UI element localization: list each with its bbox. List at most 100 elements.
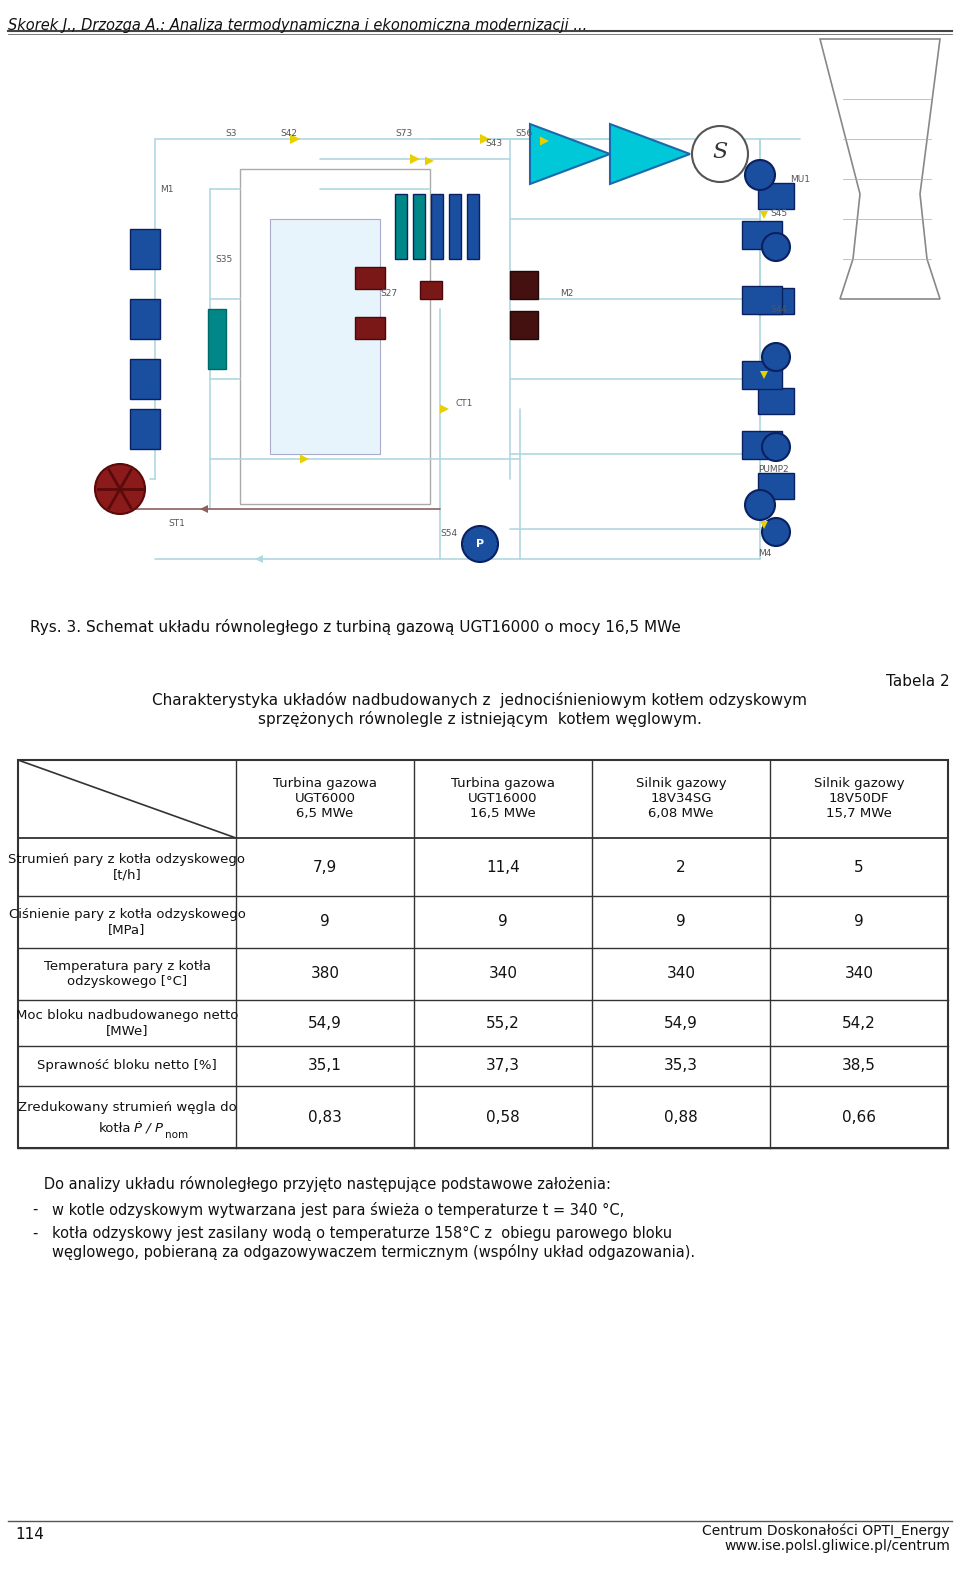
Text: 0,66: 0,66 bbox=[842, 1109, 876, 1125]
Text: S27: S27 bbox=[380, 290, 397, 298]
Text: -: - bbox=[32, 1225, 37, 1241]
Bar bbox=[510, 271, 538, 300]
Bar bbox=[742, 361, 782, 389]
Circle shape bbox=[745, 160, 775, 190]
Circle shape bbox=[745, 490, 775, 519]
Bar bbox=[355, 267, 385, 289]
Text: S45: S45 bbox=[770, 210, 787, 218]
Text: Do analizy układu równoległego przyjęto następujące podstawowe założenia:: Do analizy układu równoległego przyjęto … bbox=[30, 1177, 611, 1192]
Text: 35,3: 35,3 bbox=[664, 1059, 698, 1073]
Text: PUMP2: PUMP2 bbox=[758, 464, 788, 474]
Polygon shape bbox=[760, 210, 768, 220]
Text: Tabela 2: Tabela 2 bbox=[886, 675, 950, 689]
Text: 2: 2 bbox=[676, 860, 685, 874]
Text: 9: 9 bbox=[676, 915, 685, 929]
Bar bbox=[510, 311, 538, 339]
Bar bbox=[130, 410, 160, 449]
Text: 9: 9 bbox=[854, 915, 864, 929]
Text: S54: S54 bbox=[440, 529, 457, 538]
Text: Moc bloku nadbudowanego netto
[MWe]: Moc bloku nadbudowanego netto [MWe] bbox=[15, 1009, 238, 1037]
Text: S42: S42 bbox=[280, 129, 297, 138]
Text: 55,2: 55,2 bbox=[486, 1015, 520, 1031]
Text: P: P bbox=[476, 540, 484, 549]
Text: 380: 380 bbox=[310, 967, 340, 982]
Text: S: S bbox=[712, 141, 728, 163]
Text: 0,88: 0,88 bbox=[664, 1109, 698, 1125]
Text: kotła: kotła bbox=[99, 1122, 132, 1136]
Text: 35,1: 35,1 bbox=[308, 1059, 342, 1073]
Text: Silnik gazowy
18V34SG
6,08 MWe: Silnik gazowy 18V34SG 6,08 MWe bbox=[636, 778, 727, 821]
Bar bbox=[270, 220, 380, 453]
Circle shape bbox=[762, 344, 790, 370]
Polygon shape bbox=[290, 135, 299, 143]
Text: 5: 5 bbox=[854, 860, 864, 874]
Polygon shape bbox=[760, 370, 768, 380]
Text: Rys. 3. Schemat układu równoległego z turbiną gazową UGT16000 o mocy 16,5 MWe: Rys. 3. Schemat układu równoległego z tu… bbox=[30, 620, 681, 635]
Bar bbox=[742, 221, 782, 249]
Circle shape bbox=[762, 433, 790, 461]
Text: M1: M1 bbox=[160, 185, 174, 193]
Circle shape bbox=[692, 126, 748, 182]
Text: MU1: MU1 bbox=[790, 174, 810, 184]
Text: Skorek J., Drzozga A.: Analiza termodynamiczna i ekonomiczna modernizacji ...: Skorek J., Drzozga A.: Analiza termodyna… bbox=[8, 17, 588, 33]
Text: Charakterystyka układów nadbudowanych z  jednociśnieniowym kotłem odzyskowym
spr: Charakterystyka układów nadbudowanych z … bbox=[153, 692, 807, 726]
Circle shape bbox=[462, 526, 498, 562]
Bar bbox=[208, 309, 226, 369]
Polygon shape bbox=[540, 137, 549, 146]
Polygon shape bbox=[425, 157, 434, 165]
Bar bbox=[130, 359, 160, 399]
Text: Ṗ / P: Ṗ / P bbox=[134, 1122, 163, 1136]
Bar bbox=[240, 169, 430, 504]
Polygon shape bbox=[610, 124, 690, 184]
Text: M2: M2 bbox=[560, 290, 573, 298]
Text: 54,2: 54,2 bbox=[842, 1015, 876, 1031]
Circle shape bbox=[762, 234, 790, 260]
Text: w kotle odzyskowym wytwarzana jest para świeża o temperaturze t = 340 °C,: w kotle odzyskowym wytwarzana jest para … bbox=[52, 1202, 624, 1218]
Text: 114: 114 bbox=[15, 1527, 44, 1542]
Polygon shape bbox=[820, 39, 940, 300]
Text: Turbina gazowa
UGT16000
16,5 MWe: Turbina gazowa UGT16000 16,5 MWe bbox=[451, 778, 555, 821]
Bar bbox=[758, 472, 794, 499]
Circle shape bbox=[762, 518, 790, 546]
Polygon shape bbox=[300, 455, 309, 463]
Text: 54,9: 54,9 bbox=[308, 1015, 342, 1031]
Text: 38,5: 38,5 bbox=[842, 1059, 876, 1073]
Text: S44: S44 bbox=[770, 304, 787, 314]
Bar bbox=[742, 286, 782, 314]
Text: Strumień pary z kotła odzyskowego
[t/h]: Strumień pary z kotła odzyskowego [t/h] bbox=[9, 854, 246, 882]
Text: Centrum Doskonałości OPTI_Energy: Centrum Doskonałości OPTI_Energy bbox=[703, 1523, 950, 1538]
Text: 0,58: 0,58 bbox=[486, 1109, 520, 1125]
Text: M4: M4 bbox=[758, 549, 772, 559]
Bar bbox=[395, 195, 407, 259]
Polygon shape bbox=[760, 521, 768, 529]
Text: 0,83: 0,83 bbox=[308, 1109, 342, 1125]
Bar bbox=[413, 195, 425, 259]
Text: www.ise.polsl.gliwice.pl/centrum: www.ise.polsl.gliwice.pl/centrum bbox=[724, 1539, 950, 1553]
Text: S3: S3 bbox=[225, 129, 236, 138]
Bar bbox=[758, 289, 794, 314]
Polygon shape bbox=[255, 555, 263, 563]
Bar bbox=[431, 195, 443, 259]
Bar bbox=[467, 195, 479, 259]
Text: Zredukowany strumień węgla do: Zredukowany strumień węgla do bbox=[17, 1100, 236, 1114]
Bar bbox=[355, 317, 385, 339]
Text: Silnik gazowy
18V50DF
15,7 MWe: Silnik gazowy 18V50DF 15,7 MWe bbox=[814, 778, 904, 821]
Text: kotła odzyskowy jest zasilany wodą o temperaturze 158°C z  obiegu parowego bloku: kotła odzyskowy jest zasilany wodą o tem… bbox=[52, 1225, 695, 1260]
Text: Sprawność bloku netto [%]: Sprawność bloku netto [%] bbox=[37, 1059, 217, 1073]
Bar bbox=[130, 229, 160, 268]
Polygon shape bbox=[530, 124, 610, 184]
Text: Temperatura pary z kotła
odzyskowego [°C]: Temperatura pary z kotła odzyskowego [°C… bbox=[43, 960, 210, 988]
Text: S56: S56 bbox=[515, 129, 532, 138]
Text: 7,9: 7,9 bbox=[313, 860, 337, 874]
Text: S35: S35 bbox=[215, 254, 232, 264]
Text: S43: S43 bbox=[485, 140, 502, 149]
Text: Ciśnienie pary z kotła odzyskowego
[MPa]: Ciśnienie pary z kotła odzyskowego [MPa] bbox=[9, 908, 246, 937]
Bar bbox=[130, 300, 160, 339]
Text: ST1: ST1 bbox=[168, 519, 185, 529]
Polygon shape bbox=[410, 154, 420, 165]
Text: CT1: CT1 bbox=[455, 400, 472, 408]
Bar bbox=[449, 195, 461, 259]
Text: -: - bbox=[32, 1202, 37, 1218]
Text: 340: 340 bbox=[666, 967, 695, 982]
Bar bbox=[758, 388, 794, 414]
